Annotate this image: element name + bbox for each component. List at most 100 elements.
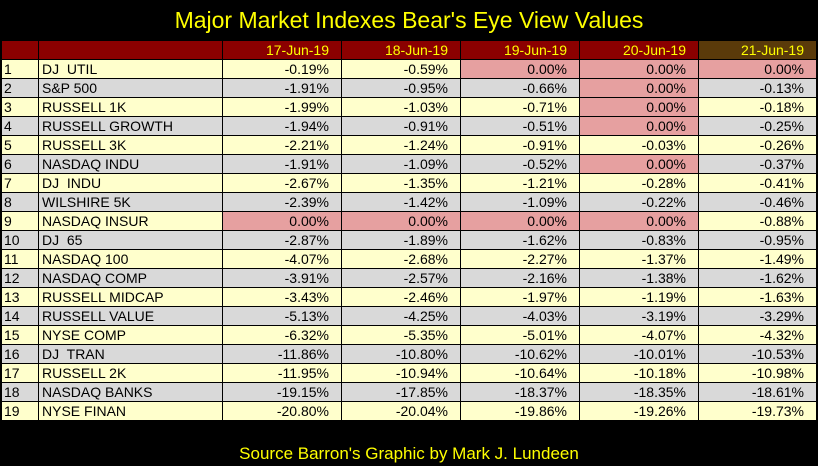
value-cell: -0.25%: [698, 116, 817, 136]
table-row: 7 DJ INDU -2.67% -1.35% -1.21% -0.28% -0.41%: [1, 173, 817, 193]
source-credit: Source Barron's Graphic by Mark J. Lunde…: [239, 444, 579, 463]
index-name: DJ UTIL: [38, 59, 223, 79]
value-cell: 0.00%: [579, 116, 699, 136]
table-row: 12 NASDAQ COMP -3.91% -2.57% -2.16% -1.38% -1.…: [1, 268, 817, 288]
value-cell: -10.98%: [698, 363, 817, 383]
value-cell: -10.64%: [460, 363, 580, 383]
row-rank: 5: [1, 135, 39, 155]
value-cell: -1.94%: [222, 116, 342, 136]
index-name: NASDAQ 100: [38, 249, 223, 269]
value-cell: -0.52%: [460, 154, 580, 174]
value-cell: -10.62%: [460, 344, 580, 364]
value-cell: -3.43%: [222, 287, 342, 307]
value-cell: -0.71%: [460, 97, 580, 117]
value-cell: -2.46%: [341, 287, 461, 307]
value-cell: -2.87%: [222, 230, 342, 250]
header-blank: [1, 40, 39, 60]
value-cell: -0.88%: [698, 211, 817, 231]
value-cell: -1.89%: [341, 230, 461, 250]
column-header: 17-Jun-19: [222, 40, 342, 60]
value-cell: -0.95%: [698, 230, 817, 250]
value-cell: -1.09%: [460, 192, 580, 212]
table-row: 14 RUSSELL VALUE -5.13% -4.25% -4.03% -3.19% -…: [1, 306, 817, 326]
index-name: WILSHIRE 5K: [38, 192, 223, 212]
table-row: 4 RUSSELL GROWTH -1.94% -0.91% -0.51% 0.00% -0…: [1, 116, 817, 136]
row-rank: 4: [1, 116, 39, 136]
value-cell: -0.28%: [579, 173, 699, 193]
value-cell: -6.32%: [222, 325, 342, 345]
table-row: 1 DJ UTIL -0.19% -0.59% 0.00% 0.00% 0.00%: [1, 59, 817, 79]
value-cell: -2.21%: [222, 135, 342, 155]
header-blank: [38, 40, 223, 60]
value-cell: -5.35%: [341, 325, 461, 345]
column-header: 20-Jun-19: [579, 40, 699, 60]
table-row: 13 RUSSELL MIDCAP -3.43% -2.46% -1.97% -1.19%…: [1, 287, 817, 307]
table-row: 3 RUSSELL 1K -1.99% -1.03% -0.71% 0.00% -0.18%: [1, 97, 817, 117]
table-row: 2 S&P 500 -1.91% -0.95% -0.66% 0.00% -0.13%: [1, 78, 817, 98]
table-row: 15 NYSE COMP -6.32% -5.35% -5.01% -4.07% -4.32…: [1, 325, 817, 345]
value-cell: -20.04%: [341, 401, 461, 421]
value-cell: -1.19%: [579, 287, 699, 307]
index-name: NASDAQ INSUR: [38, 211, 223, 231]
page-title: Major Market Indexes Bear's Eye View Val…: [174, 7, 644, 33]
value-cell: -19.15%: [222, 382, 342, 402]
value-cell: 0.00%: [698, 59, 817, 79]
column-header: 19-Jun-19: [460, 40, 580, 60]
value-cell: -0.41%: [698, 173, 817, 193]
index-name: DJ TRAN: [38, 344, 223, 364]
value-cell: -18.35%: [579, 382, 699, 402]
value-cell: -1.42%: [341, 192, 461, 212]
value-cell: -1.62%: [460, 230, 580, 250]
value-cell: -0.26%: [698, 135, 817, 155]
value-cell: -2.68%: [341, 249, 461, 269]
value-cell: -10.01%: [579, 344, 699, 364]
value-cell: -1.03%: [341, 97, 461, 117]
table-row: 16 DJ TRAN -11.86% -10.80% -10.62% -10.01% -10…: [1, 344, 817, 364]
row-rank: 13: [1, 287, 39, 307]
index-name: S&P 500: [38, 78, 223, 98]
value-cell: -0.13%: [698, 78, 817, 98]
table-row: 5 RUSSELL 3K -2.21% -1.24% -0.91% -0.03% -0.26…: [1, 135, 817, 155]
value-cell: 0.00%: [579, 97, 699, 117]
row-rank: 15: [1, 325, 39, 345]
value-cell: -5.01%: [460, 325, 580, 345]
value-cell: -1.38%: [579, 268, 699, 288]
row-rank: 3: [1, 97, 39, 117]
column-header: 18-Jun-19: [341, 40, 461, 60]
value-cell: -2.16%: [460, 268, 580, 288]
value-cell: -1.91%: [222, 154, 342, 174]
value-cell: -20.80%: [222, 401, 342, 421]
index-name: RUSSELL 1K: [38, 97, 223, 117]
value-cell: 0.00%: [579, 78, 699, 98]
table-row: 11 NASDAQ 100 -4.07% -2.68% -2.27% -1.37% -1.4…: [1, 249, 817, 269]
table-row: 19 NYSE FINAN -20.80% -20.04% -19.86% -19.26%…: [1, 401, 817, 421]
value-cell: -1.91%: [222, 78, 342, 98]
row-rank: 2: [1, 78, 39, 98]
table-row: 10 DJ 65 -2.87% -1.89% -1.62% -0.83% -0.95%: [1, 230, 817, 250]
value-cell: -1.09%: [341, 154, 461, 174]
value-cell: -10.18%: [579, 363, 699, 383]
value-cell: -1.63%: [698, 287, 817, 307]
index-name: NYSE FINAN: [38, 401, 223, 421]
value-cell: -1.21%: [460, 173, 580, 193]
value-cell: -4.07%: [222, 249, 342, 269]
row-rank: 19: [1, 401, 39, 421]
table-row: 9 NASDAQ INSUR 0.00% 0.00% 0.00% 0.00% -0.88%: [1, 211, 817, 231]
row-rank: 11: [1, 249, 39, 269]
row-rank: 10: [1, 230, 39, 250]
value-cell: -0.37%: [698, 154, 817, 174]
row-rank: 1: [1, 59, 39, 79]
value-cell: -0.83%: [579, 230, 699, 250]
value-cell: -2.27%: [460, 249, 580, 269]
index-name: RUSSELL 2K: [38, 363, 223, 383]
value-cell: -1.35%: [341, 173, 461, 193]
value-cell: -0.95%: [341, 78, 461, 98]
row-rank: 6: [1, 154, 39, 174]
row-rank: 16: [1, 344, 39, 364]
value-cell: -1.99%: [222, 97, 342, 117]
index-name: DJ INDU: [38, 173, 223, 193]
value-cell: -19.26%: [579, 401, 699, 421]
value-cell: -1.37%: [579, 249, 699, 269]
value-cell: 0.00%: [579, 154, 699, 174]
row-rank: 12: [1, 268, 39, 288]
